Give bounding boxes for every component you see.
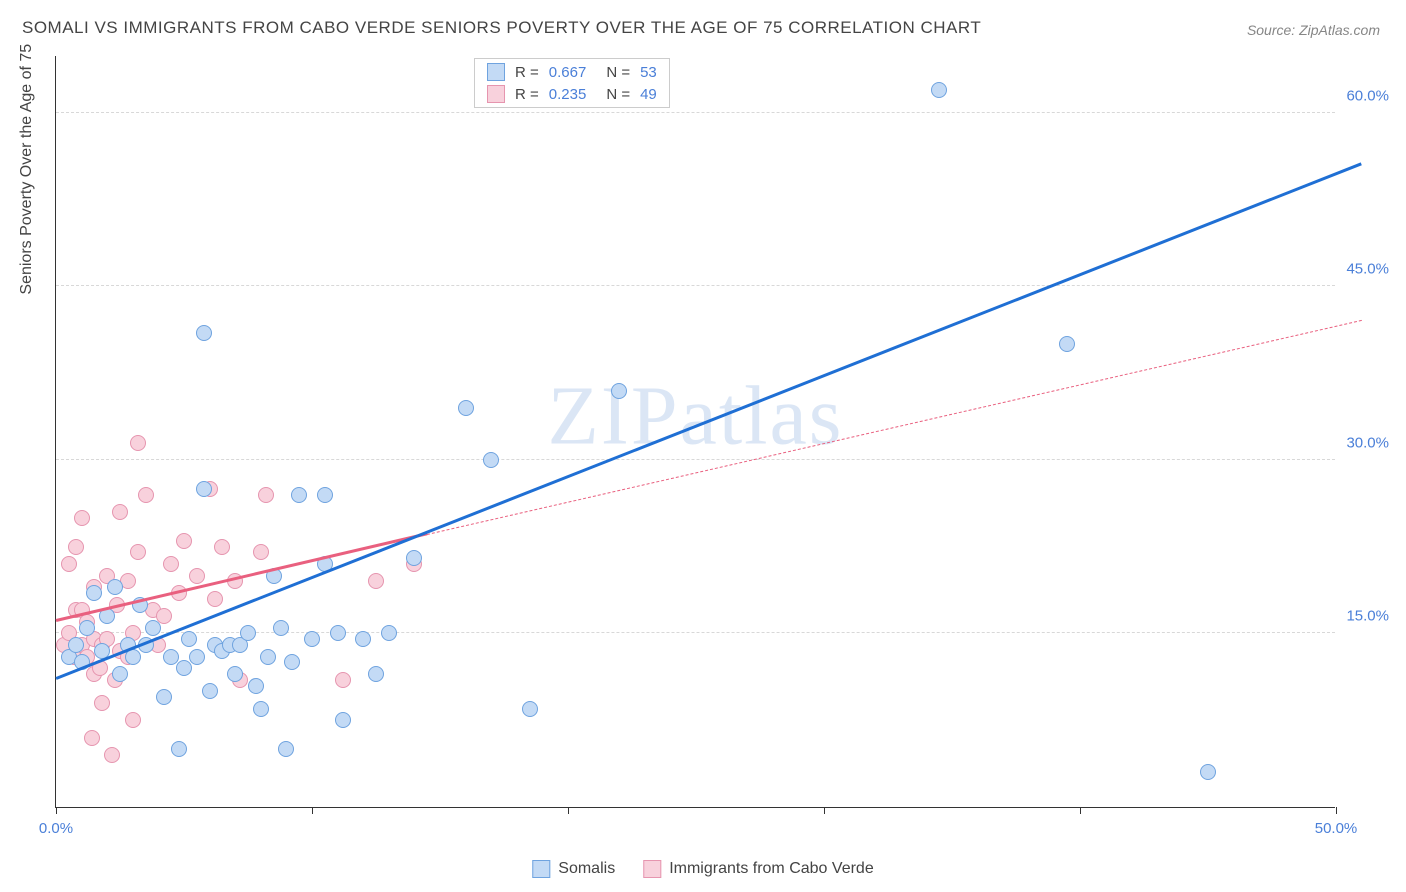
data-point-cabo-verde <box>189 568 205 584</box>
data-point-somalis <box>176 660 192 676</box>
stats-n-value: 49 <box>640 86 657 103</box>
data-point-cabo-verde <box>112 504 128 520</box>
data-point-cabo-verde <box>61 556 77 572</box>
data-point-cabo-verde <box>207 591 223 607</box>
data-point-cabo-verde <box>125 712 141 728</box>
data-point-somalis <box>406 550 422 566</box>
data-point-cabo-verde <box>214 539 230 555</box>
data-point-cabo-verde <box>368 573 384 589</box>
data-point-somalis <box>156 689 172 705</box>
data-point-somalis <box>248 678 264 694</box>
stats-r-label: R = <box>515 64 539 81</box>
data-point-somalis <box>355 631 371 647</box>
data-point-somalis <box>284 654 300 670</box>
x-tick <box>312 807 313 814</box>
data-point-somalis <box>171 741 187 757</box>
data-point-somalis <box>1200 764 1216 780</box>
data-point-somalis <box>458 400 474 416</box>
data-point-cabo-verde <box>68 539 84 555</box>
data-point-somalis <box>304 631 320 647</box>
data-point-somalis <box>202 683 218 699</box>
data-point-somalis <box>107 579 123 595</box>
data-point-cabo-verde <box>335 672 351 688</box>
stats-row-cabo_verde: R = 0.235 N = 49 <box>475 83 669 105</box>
data-point-somalis <box>181 631 197 647</box>
stats-r-value: 0.235 <box>549 86 587 103</box>
data-point-somalis <box>381 625 397 641</box>
gridline-h <box>56 285 1335 286</box>
data-point-cabo-verde <box>104 747 120 763</box>
gridline-h <box>56 459 1335 460</box>
data-point-somalis <box>240 625 256 641</box>
swatch-cabo_verde <box>643 860 661 878</box>
stats-row-somalis: R = 0.667 N = 53 <box>475 61 669 83</box>
y-axis-label: Seniors Poverty Over the Age of 75 <box>18 44 36 295</box>
stats-r-label: R = <box>515 86 539 103</box>
data-point-cabo-verde <box>138 487 154 503</box>
swatch-cabo_verde <box>487 85 505 103</box>
swatch-somalis <box>487 63 505 81</box>
legend-label: Somalis <box>558 860 615 878</box>
gridline-h <box>56 112 1335 113</box>
data-point-somalis <box>1059 336 1075 352</box>
data-point-somalis <box>196 481 212 497</box>
x-tick <box>568 807 569 814</box>
data-point-cabo-verde <box>130 544 146 560</box>
stats-n-value: 53 <box>640 64 657 81</box>
y-tick-label: 30.0% <box>1346 434 1389 451</box>
legend-label: Immigrants from Cabo Verde <box>669 860 874 878</box>
series-legend: Somalis Immigrants from Cabo Verde <box>532 860 873 878</box>
data-point-cabo-verde <box>258 487 274 503</box>
chart-title: SOMALI VS IMMIGRANTS FROM CABO VERDE SEN… <box>22 18 981 38</box>
x-tick <box>824 807 825 814</box>
data-point-somalis <box>335 712 351 728</box>
data-point-somalis <box>189 649 205 665</box>
stats-n-label: N = <box>606 86 630 103</box>
data-point-somalis <box>611 383 627 399</box>
data-point-cabo-verde <box>74 510 90 526</box>
data-point-cabo-verde <box>253 544 269 560</box>
stats-legend: R = 0.667 N = 53 R = 0.235 N = 49 <box>474 58 670 108</box>
data-point-somalis <box>317 487 333 503</box>
y-tick-label: 15.0% <box>1346 608 1389 625</box>
data-point-somalis <box>522 701 538 717</box>
data-point-somalis <box>291 487 307 503</box>
data-point-somalis <box>227 666 243 682</box>
y-tick-label: 45.0% <box>1346 261 1389 278</box>
data-point-somalis <box>112 666 128 682</box>
data-point-cabo-verde <box>94 695 110 711</box>
data-point-somalis <box>145 620 161 636</box>
data-point-somalis <box>330 625 346 641</box>
source-attribution: Source: ZipAtlas.com <box>1247 22 1380 38</box>
x-tick-label: 0.0% <box>39 820 73 837</box>
trend-line-somalis <box>56 163 1363 680</box>
data-point-somalis <box>483 452 499 468</box>
data-point-somalis <box>253 701 269 717</box>
data-point-cabo-verde <box>84 730 100 746</box>
x-tick <box>1080 807 1081 814</box>
data-point-somalis <box>79 620 95 636</box>
swatch-somalis <box>532 860 550 878</box>
x-tick-label: 50.0% <box>1315 820 1358 837</box>
trend-line-cabo-verde-dashed <box>427 320 1362 535</box>
x-tick <box>56 807 57 814</box>
data-point-somalis <box>278 741 294 757</box>
legend-item-somalis: Somalis <box>532 860 615 878</box>
legend-item-cabo_verde: Immigrants from Cabo Verde <box>643 860 874 878</box>
stats-r-value: 0.667 <box>549 64 587 81</box>
data-point-somalis <box>931 82 947 98</box>
data-point-cabo-verde <box>176 533 192 549</box>
stats-n-label: N = <box>606 64 630 81</box>
plot-area: ZIPatlas 15.0%30.0%45.0%60.0%0.0%50.0% <box>55 56 1335 808</box>
y-tick-label: 60.0% <box>1346 87 1389 104</box>
data-point-somalis <box>260 649 276 665</box>
data-point-cabo-verde <box>163 556 179 572</box>
data-point-somalis <box>196 325 212 341</box>
data-point-somalis <box>86 585 102 601</box>
data-point-somalis <box>68 637 84 653</box>
data-point-somalis <box>273 620 289 636</box>
data-point-somalis <box>368 666 384 682</box>
data-point-cabo-verde <box>130 435 146 451</box>
x-tick <box>1336 807 1337 814</box>
